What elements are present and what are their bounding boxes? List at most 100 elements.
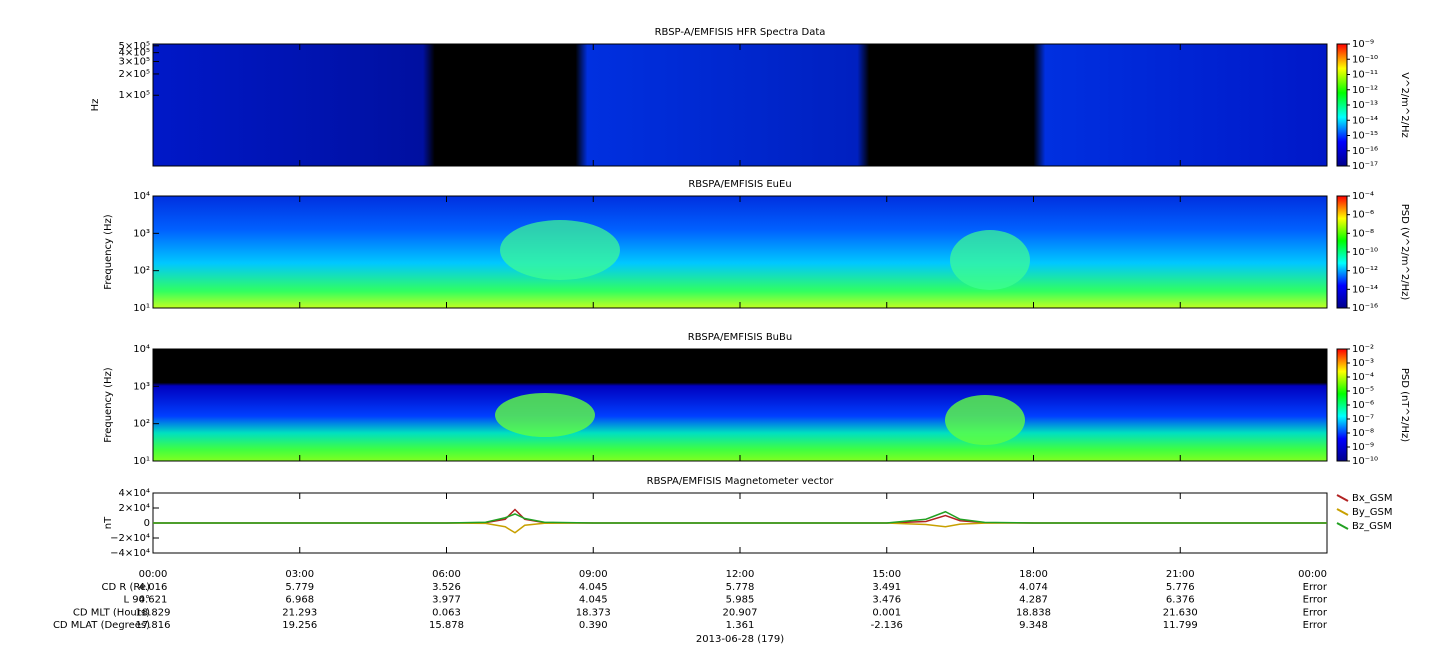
ephemeris-value: 6.376 <box>1166 595 1195 606</box>
x-tick-label: 09:00 <box>579 569 608 580</box>
ephemeris-value: 3.977 <box>432 595 461 606</box>
ephemeris-value: Error <box>1303 607 1328 618</box>
x-tick-label: 21:00 <box>1166 569 1195 580</box>
ephemeris-value: 4.016 <box>139 582 168 593</box>
colorbar-tick-label: 10⁻¹² <box>1352 85 1378 96</box>
legend-swatch <box>1336 494 1349 502</box>
legend-label: By_GSM <box>1352 507 1393 518</box>
ephemeris-value: Error <box>1303 595 1328 606</box>
ephemeris-value: Error <box>1303 620 1328 631</box>
colorbar-tick-label: 10⁻¹⁷ <box>1352 161 1378 172</box>
y-tick-label: 10³ <box>133 228 150 239</box>
colorbar-tick-label: 10⁻¹⁵ <box>1352 131 1378 142</box>
legend-label: Bx_GSM <box>1352 493 1393 504</box>
colorbar-tick-label: 10⁻⁶ <box>1352 210 1374 221</box>
ephemeris-value: 5.776 <box>1166 582 1195 593</box>
y-tick-label: −2×10⁴ <box>110 533 150 544</box>
y-tick-label: 10⁴ <box>133 344 150 355</box>
ephemeris-value: 0.001 <box>872 607 901 618</box>
panel-title: RBSPA/EMFISIS BuBu <box>688 332 792 343</box>
ephemeris-value: 5.985 <box>726 595 755 606</box>
colorbar <box>1336 195 1348 309</box>
legend-swatch <box>1336 522 1349 530</box>
data-line <box>153 510 1327 524</box>
ephemeris-value: 11.799 <box>1163 620 1198 631</box>
ephemeris-label: CD MLAT (Degrees) <box>53 620 150 631</box>
y-tick-label: 4×10⁵ <box>119 48 150 59</box>
ephemeris-value: 0.390 <box>579 620 608 631</box>
colorbar-tick-label: 10⁻¹⁰ <box>1352 456 1378 467</box>
colorbar-label: PSD (nT^2/Hz) <box>1399 368 1410 442</box>
ephemeris-label: CD R (Re) <box>102 582 151 593</box>
colorbar-label: V^2/m^2/Hz <box>1399 72 1410 138</box>
ephemeris-value: 4.045 <box>579 582 608 593</box>
ephemeris-label: CD MLT (Hours) <box>73 607 150 618</box>
panel-title: RBSP-A/EMFISIS HFR Spectra Data <box>655 27 826 38</box>
spectrogram-patch <box>945 395 1025 445</box>
legend-label: Bz_GSM <box>1352 521 1392 532</box>
x-tick-label: 15:00 <box>872 569 901 580</box>
ephemeris-value: 1.361 <box>726 620 755 631</box>
ephemeris-value: 18.373 <box>576 607 611 618</box>
ephemeris-value: 21.630 <box>1163 607 1198 618</box>
ephemeris-value: 18.838 <box>1016 607 1051 618</box>
colorbar-tick-label: 10⁻² <box>1352 344 1374 355</box>
y-tick-label: 10³ <box>133 381 150 392</box>
ephemeris-value: 4.287 <box>1019 595 1048 606</box>
y-tick-label: 5×10⁵ <box>119 41 150 52</box>
x-tick-label: 06:00 <box>432 569 461 580</box>
ephemeris-value: 5.779 <box>285 582 314 593</box>
ephemeris-value: 5.778 <box>726 582 755 593</box>
colorbar-tick-label: 10⁻¹⁰ <box>1352 247 1378 258</box>
ephemeris-value: 21.293 <box>282 607 317 618</box>
ephemeris-value: 18.829 <box>136 607 171 618</box>
colorbar-tick-label: 10⁻¹⁶ <box>1352 146 1378 157</box>
colorbar-tick-label: 10⁻¹¹ <box>1352 70 1378 81</box>
ephemeris-value: 6.968 <box>285 595 314 606</box>
y-axis-label: Frequency (Hz) <box>103 367 114 443</box>
colorbar-tick-label: 10⁻⁸ <box>1352 428 1374 439</box>
legend-swatch <box>1336 508 1349 516</box>
ephemeris-value: 3.491 <box>872 582 901 593</box>
y-tick-label: 2×10⁴ <box>119 503 150 514</box>
ephemeris-value: 17.816 <box>136 620 171 631</box>
colorbar <box>1336 43 1348 167</box>
spectrogram-patch <box>950 230 1030 290</box>
x-tick-label: 03:00 <box>285 569 314 580</box>
colorbar-tick-label: 10⁻⁷ <box>1352 414 1374 425</box>
ephemeris-label: L 90° <box>124 595 150 606</box>
y-tick-label: 1×10⁵ <box>119 90 150 101</box>
y-tick-label: 10¹ <box>133 456 150 467</box>
panel-title: RBSPA/EMFISIS EuEu <box>688 179 791 190</box>
colorbar-tick-label: 10⁻⁸ <box>1352 228 1374 239</box>
ephemeris-value: 0.063 <box>432 607 461 618</box>
ephemeris-value: Error <box>1303 582 1328 593</box>
colorbar <box>1336 348 1348 462</box>
panel-title: RBSPA/EMFISIS Magnetometer vector <box>647 476 835 487</box>
y-tick-label: 2×10⁵ <box>119 69 150 80</box>
y-axis-label: Hz <box>90 99 101 112</box>
colorbar-label: PSD (V^2/m^2/Hz) <box>1399 204 1410 301</box>
ephemeris-value: 4.621 <box>139 595 168 606</box>
colorbar-tick-label: 10⁻¹⁰ <box>1352 54 1378 65</box>
spectrogram-patch <box>495 393 595 437</box>
y-tick-label: 10¹ <box>133 303 150 314</box>
ephemeris-value: 20.907 <box>723 607 758 618</box>
colorbar-tick-label: 10⁻³ <box>1352 358 1374 369</box>
x-tick-label: 00:00 <box>139 569 168 580</box>
colorbar-tick-label: 10⁻¹⁴ <box>1352 115 1378 126</box>
ephemeris-value: 19.256 <box>282 620 317 631</box>
ephemeris-value: -2.136 <box>871 620 903 631</box>
y-tick-label: 10² <box>133 266 150 277</box>
ephemeris-value: 15.878 <box>429 620 464 631</box>
y-tick-label: 0 <box>144 518 150 529</box>
spectrogram-image <box>153 349 1327 461</box>
colorbar-tick-label: 10⁻⁵ <box>1352 386 1374 397</box>
y-tick-label: 4×10⁴ <box>119 488 150 499</box>
ephemeris-value: 9.348 <box>1019 620 1048 631</box>
ephemeris-value: 4.045 <box>579 595 608 606</box>
spectrogram-patch <box>500 220 620 280</box>
decor <box>153 44 1327 461</box>
spectrogram-image <box>153 44 1327 166</box>
colorbar-tick-label: 10⁻⁹ <box>1352 442 1374 453</box>
